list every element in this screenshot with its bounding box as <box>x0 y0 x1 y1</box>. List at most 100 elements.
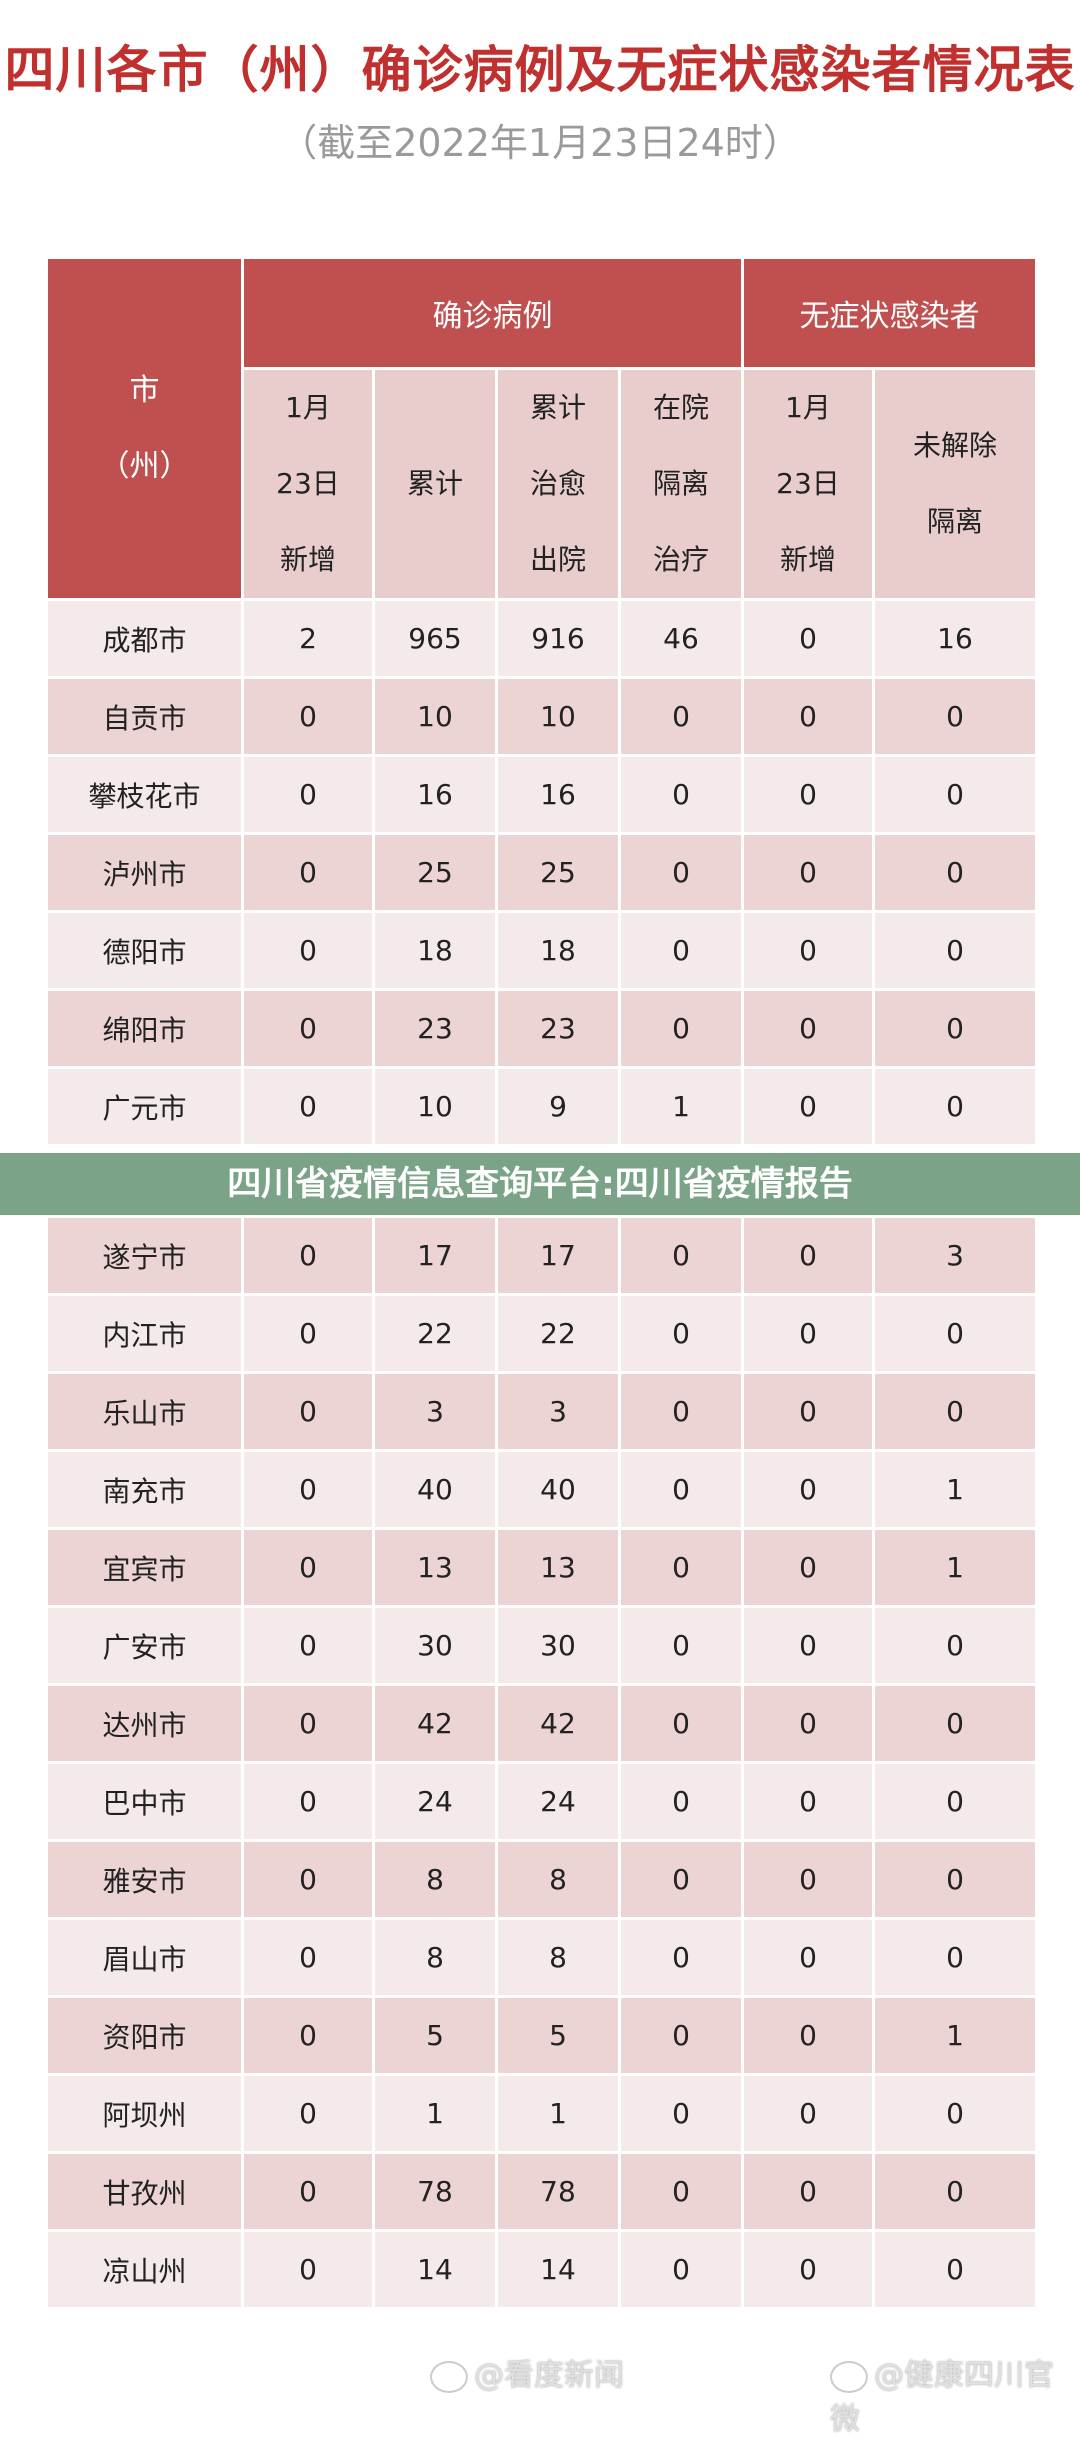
cell-value: 0 <box>621 2076 741 2151</box>
city-name: 达州市 <box>48 1686 241 1761</box>
table-row: 眉山市 0 8 8 0 0 0 <box>48 1920 1035 1995</box>
cell-value: 23 <box>375 991 495 1066</box>
table-row: 成都市 2 965 916 46 0 16 <box>48 601 1035 676</box>
table-row: 泸州市 0 25 25 0 0 0 <box>48 835 1035 910</box>
cell-value: 0 <box>744 1069 872 1144</box>
cell-value: 0 <box>244 1452 372 1527</box>
table-row: 广安市 0 30 30 0 0 0 <box>48 1608 1035 1683</box>
city-name: 攀枝花市 <box>48 757 241 832</box>
cell-value: 10 <box>498 679 618 754</box>
cell-value: 22 <box>498 1296 618 1371</box>
cell-value: 1 <box>875 1998 1035 2073</box>
city-name: 广元市 <box>48 1069 241 1144</box>
cell-value: 0 <box>744 1764 872 1839</box>
cell-value: 0 <box>621 1842 741 1917</box>
city-name: 内江市 <box>48 1296 241 1371</box>
cell-value: 0 <box>244 2076 372 2151</box>
cell-value: 0 <box>875 1686 1035 1761</box>
table-row: 宜宾市 0 13 13 0 0 1 <box>48 1530 1035 1605</box>
cell-value: 0 <box>244 1608 372 1683</box>
cell-value: 16 <box>498 757 618 832</box>
cell-value: 8 <box>375 1920 495 1995</box>
cell-value: 8 <box>498 1842 618 1917</box>
city-name: 甘孜州 <box>48 2154 241 2229</box>
city-name: 自贡市 <box>48 679 241 754</box>
cell-value: 40 <box>498 1452 618 1527</box>
cell-value: 0 <box>621 1374 741 1449</box>
city-name: 乐山市 <box>48 1374 241 1449</box>
cell-value: 0 <box>744 757 872 832</box>
cell-value: 0 <box>744 1998 872 2073</box>
cell-value: 1 <box>375 2076 495 2151</box>
cell-value: 10 <box>375 1069 495 1144</box>
cell-value: 17 <box>498 1218 618 1293</box>
cell-value: 0 <box>621 1452 741 1527</box>
table-row: 广元市 0 10 9 1 0 0 <box>48 1069 1035 1144</box>
cell-value: 0 <box>621 913 741 988</box>
cell-value: 0 <box>244 757 372 832</box>
city-name: 雅安市 <box>48 1842 241 1917</box>
cell-value: 46 <box>621 601 741 676</box>
cell-value: 24 <box>498 1764 618 1839</box>
cell-value: 0 <box>744 1530 872 1605</box>
page-subtitle: （截至2022年1月23日24时） <box>279 121 801 165</box>
cell-value: 0 <box>244 1764 372 1839</box>
table-row: 达州市 0 42 42 0 0 0 <box>48 1686 1035 1761</box>
cell-value: 0 <box>875 1069 1035 1144</box>
city-name: 阿坝州 <box>48 2076 241 2151</box>
cell-value: 13 <box>498 1530 618 1605</box>
cell-value: 0 <box>244 1296 372 1371</box>
cell-value: 0 <box>621 1608 741 1683</box>
cell-value: 0 <box>621 835 741 910</box>
cell-value: 0 <box>244 2154 372 2229</box>
cell-value: 25 <box>375 835 495 910</box>
cell-value: 0 <box>875 1608 1035 1683</box>
table-row: 绵阳市 0 23 23 0 0 0 <box>48 991 1035 1066</box>
cell-value: 1 <box>875 1452 1035 1527</box>
cell-value: 0 <box>875 679 1035 754</box>
cell-value: 0 <box>244 1686 372 1761</box>
cell-value: 5 <box>498 1998 618 2073</box>
cell-value: 42 <box>498 1686 618 1761</box>
cell-value: 18 <box>498 913 618 988</box>
cell-value: 0 <box>244 2232 372 2307</box>
cell-value: 14 <box>375 2232 495 2307</box>
cell-value: 0 <box>244 1998 372 2073</box>
cell-value: 916 <box>498 601 618 676</box>
case-table: 市（州） 确诊病例 无症状感染者 1月 23日 新增 累计 累计 治愈 出院 在院 隔离 治疗 1月… <box>45 256 1038 2310</box>
cell-value: 0 <box>244 913 372 988</box>
cell-value: 30 <box>375 1608 495 1683</box>
cell-value: 13 <box>375 1530 495 1605</box>
cell-value: 8 <box>498 1920 618 1995</box>
table-row: 雅安市 0 8 8 0 0 0 <box>48 1842 1035 1917</box>
cell-value: 0 <box>244 1920 372 1995</box>
cell-value: 0 <box>875 1296 1035 1371</box>
cell-value: 25 <box>498 835 618 910</box>
cell-value: 0 <box>744 679 872 754</box>
weibo-icon <box>830 2360 868 2393</box>
cell-value: 16 <box>875 601 1035 676</box>
cell-value: 0 <box>744 1374 872 1449</box>
cell-value: 0 <box>875 991 1035 1066</box>
overlay-banner: 四川省疫情信息查询平台:四川省疫情报告 <box>0 1153 1080 1215</box>
cell-value: 0 <box>744 2154 872 2229</box>
cell-value: 0 <box>744 913 872 988</box>
cell-value: 40 <box>375 1452 495 1527</box>
sub-header: 未解除 隔离 <box>875 370 1035 598</box>
cell-value: 18 <box>375 913 495 988</box>
city-name: 眉山市 <box>48 1920 241 1995</box>
cell-value: 0 <box>744 1842 872 1917</box>
table-row: 巴中市 0 24 24 0 0 0 <box>48 1764 1035 1839</box>
table-row: 自贡市 0 10 10 0 0 0 <box>48 679 1035 754</box>
cell-value: 0 <box>744 991 872 1066</box>
cell-value: 0 <box>875 1842 1035 1917</box>
cell-value: 0 <box>621 757 741 832</box>
cell-value: 0 <box>744 1920 872 1995</box>
cell-value: 3 <box>875 1218 1035 1293</box>
cell-value: 0 <box>621 1764 741 1839</box>
cell-value: 0 <box>744 1686 872 1761</box>
cell-value: 0 <box>744 1608 872 1683</box>
sub-header: 累计 治愈 出院 <box>498 370 618 598</box>
cell-value: 8 <box>375 1842 495 1917</box>
cell-value: 0 <box>875 1374 1035 1449</box>
